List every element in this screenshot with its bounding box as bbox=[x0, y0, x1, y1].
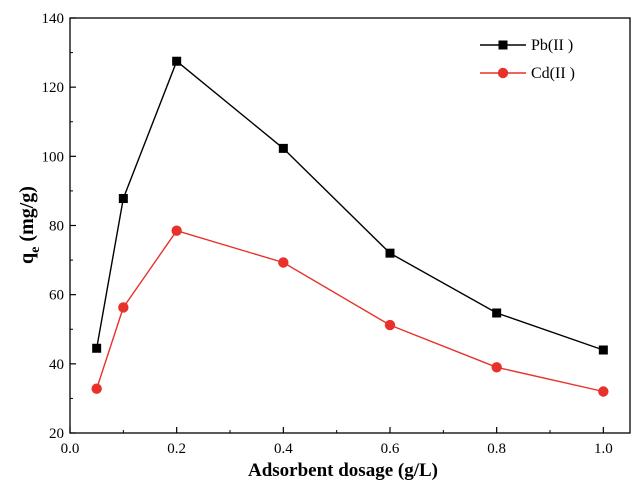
legend-marker bbox=[498, 40, 508, 50]
data-point bbox=[491, 362, 502, 373]
y-axis-title-unit: (mg/g) bbox=[16, 186, 38, 247]
y-tick-label: 80 bbox=[49, 219, 64, 235]
series-cd bbox=[91, 225, 609, 397]
data-point bbox=[598, 345, 608, 355]
legend-marker bbox=[497, 67, 509, 79]
x-tick-label: 0.6 bbox=[381, 441, 400, 457]
y-tick-label: 20 bbox=[49, 426, 64, 442]
y-axis-title: qe (mg/g) bbox=[16, 186, 43, 264]
legend-item: Cd(II ) bbox=[480, 65, 575, 82]
legend: Pb(II ) Cd(II ) bbox=[480, 37, 575, 82]
y-tick-label: 120 bbox=[42, 80, 65, 96]
x-tick-label: 0.0 bbox=[61, 441, 80, 457]
legend-item: Pb(II ) bbox=[480, 37, 573, 54]
data-point bbox=[492, 308, 502, 318]
x-tick-label: 0.8 bbox=[487, 441, 506, 457]
x-axis-title: Adsorbent dosage (g/L) bbox=[248, 460, 438, 481]
y-axis-title-main: q bbox=[16, 253, 38, 264]
legend-label: Pb(II ) bbox=[531, 37, 573, 54]
x-ticks: 0.0 0.2 0.4 0.6 0.8 1.0 bbox=[61, 427, 613, 457]
data-point bbox=[598, 386, 609, 397]
data-point bbox=[92, 343, 102, 353]
y-tick-label: 140 bbox=[42, 11, 65, 27]
data-point bbox=[118, 302, 129, 313]
series-layer bbox=[91, 56, 609, 397]
y-tick-label: 40 bbox=[49, 357, 64, 373]
y-axis-title-sub: e bbox=[28, 247, 43, 253]
legend-label: Cd(II ) bbox=[531, 65, 575, 82]
data-point bbox=[385, 248, 395, 258]
data-point bbox=[171, 225, 182, 236]
x-tick-label: 0.2 bbox=[167, 441, 186, 457]
y-tick-label: 100 bbox=[42, 149, 65, 165]
data-point bbox=[172, 56, 182, 66]
data-point bbox=[384, 319, 396, 331]
data-point bbox=[278, 143, 288, 153]
series-line bbox=[96, 60, 604, 351]
data-point bbox=[278, 257, 289, 268]
x-tick-label: 0.4 bbox=[274, 441, 293, 457]
data-point bbox=[118, 194, 128, 204]
series-line bbox=[96, 229, 604, 393]
y-tick-label: 60 bbox=[49, 288, 64, 304]
y-ticks: 20 40 60 80 100 120 140 bbox=[42, 11, 76, 442]
x-tick-label: 1.0 bbox=[594, 441, 613, 457]
data-point bbox=[91, 383, 102, 394]
series-pb bbox=[92, 56, 608, 355]
